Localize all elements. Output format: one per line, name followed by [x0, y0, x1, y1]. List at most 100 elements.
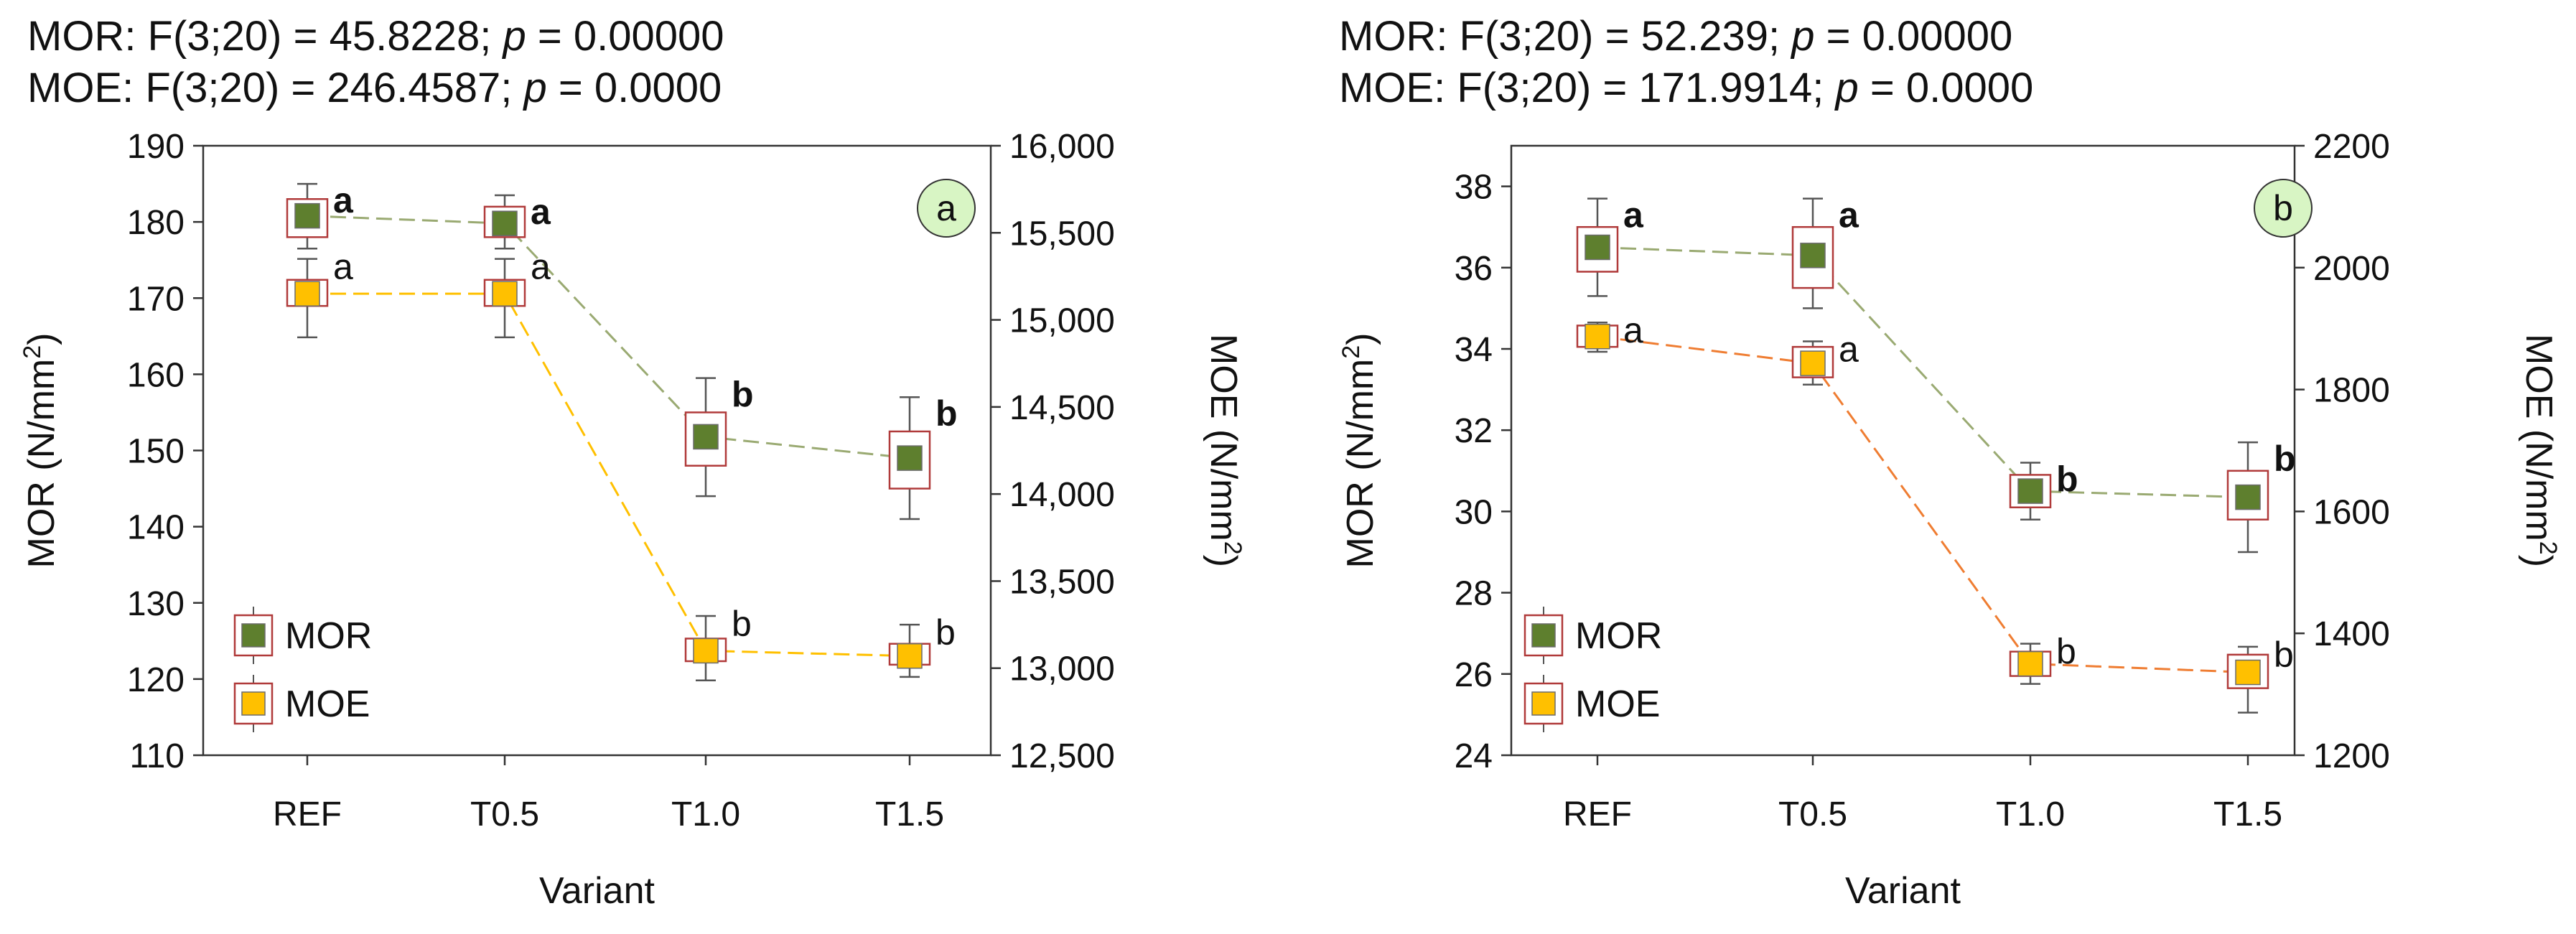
- y-right-tick-label: 1600: [2313, 493, 2390, 531]
- series-mor: a a b b: [1576, 195, 2296, 554]
- significance-letter: b: [2056, 459, 2078, 499]
- x-tick-label: T1.0: [671, 795, 740, 833]
- significance-letter: a: [531, 192, 551, 232]
- x-axis-title: Variant: [539, 870, 655, 912]
- x-tick-label: T1.5: [875, 795, 944, 833]
- x-tick-label: REF: [1563, 795, 1632, 833]
- series-line: [307, 215, 910, 459]
- legend-label: MOR: [1575, 615, 1662, 657]
- legend-box: [1523, 614, 1564, 657]
- y-left-tick-label: 32: [1455, 412, 1493, 450]
- y-right-tick-label: 1200: [2313, 737, 2390, 775]
- legend-marker: [1531, 623, 1556, 648]
- iqr-box: [888, 430, 931, 490]
- y-right-tick-label: 2000: [2313, 250, 2390, 288]
- y-left-tick-label: 120: [127, 661, 185, 699]
- y-right-tick-label: 13,000: [1009, 650, 1115, 688]
- y-right-tick-label: 15,000: [1009, 302, 1115, 340]
- data-point-marker: [1585, 323, 1610, 350]
- series-moe: a a b b: [286, 247, 956, 681]
- data-point-marker: [294, 202, 320, 229]
- y-right-tick-label: 12,500: [1009, 737, 1115, 775]
- x-tick-label: T1.0: [1996, 795, 2065, 833]
- y-left-axis-title: MOR (N/mm2): [19, 333, 62, 569]
- legend-item-mor: MOR: [233, 607, 372, 664]
- series-line: [1597, 335, 2249, 674]
- y-right-tick-label: 2200: [2313, 128, 2390, 166]
- series-line: [307, 292, 910, 658]
- panel-badge-label: b: [2273, 188, 2293, 228]
- x-tick-label: T0.5: [1778, 795, 1847, 833]
- y-left-tick-label: 38: [1455, 169, 1493, 207]
- significance-letter: b: [935, 393, 958, 434]
- chart-panel-b: MOR: F(3;20) = 52.239; p = 0.00000 MOE: F…: [1338, 13, 2562, 912]
- significance-letter: b: [2274, 439, 2296, 479]
- x-tick-label: T0.5: [470, 795, 539, 833]
- data-point-marker: [897, 445, 923, 471]
- legend-item-moe: MOE: [1523, 675, 1660, 732]
- significance-letter: b: [732, 604, 752, 644]
- stats-mor-line: MOR: F(3;20) = 52.239; p = 0.00000: [1339, 13, 2012, 60]
- data-point-marker: [2235, 659, 2261, 686]
- y-right-tick-label: 15,500: [1009, 215, 1115, 253]
- x-axis-title: Variant: [1845, 870, 1961, 912]
- data-point-marker: [897, 643, 923, 669]
- panel-badge: [917, 179, 976, 238]
- significance-letter: a: [531, 247, 551, 287]
- y-right-tick-label: 16,000: [1009, 128, 1115, 166]
- significance-letter: a: [1839, 195, 1859, 235]
- y-left-tick-label: 30: [1455, 493, 1493, 531]
- y-left-tick-label: 36: [1455, 250, 1493, 288]
- significance-letter: a: [333, 247, 353, 287]
- significance-letter: a: [333, 180, 354, 220]
- y-left-tick-label: 110: [129, 737, 185, 775]
- significance-letter: a: [1839, 330, 1859, 370]
- y-left-tick-label: 140: [127, 509, 185, 547]
- panel-badge: [2254, 179, 2313, 238]
- significance-letter: a: [1623, 310, 1643, 350]
- y-right-axis-title: MOE (N/mm2): [1203, 334, 1246, 567]
- y-left-tick-label: 180: [127, 204, 185, 242]
- data-point-marker: [492, 210, 518, 236]
- y-left-tick-label: 150: [127, 433, 185, 471]
- data-point-marker: [294, 281, 320, 307]
- series-line: [1597, 246, 2249, 499]
- legend-label: MOE: [1575, 683, 1660, 725]
- y-left-tick-label: 130: [127, 585, 185, 623]
- legend-label: MOR: [285, 615, 372, 657]
- x-tick-label: REF: [273, 795, 342, 833]
- y-right-tick-label: 14,500: [1009, 389, 1115, 427]
- y-left-tick-label: 26: [1455, 656, 1493, 694]
- significance-letter: b: [935, 612, 956, 653]
- data-point-marker: [2017, 650, 2043, 677]
- y-right-tick-label: 14,000: [1009, 476, 1115, 514]
- significance-letter: b: [732, 375, 754, 415]
- plot-frame: [1510, 144, 2296, 757]
- y-right-tick-label: 13,500: [1009, 563, 1115, 601]
- legend-label: MOE: [285, 683, 370, 725]
- data-point-marker: [492, 281, 518, 307]
- y-left-tick-label: 190: [127, 128, 185, 166]
- y-right-tick-label: 1400: [2313, 615, 2390, 653]
- legend-marker: [241, 623, 266, 648]
- data-point-marker: [1800, 350, 1826, 376]
- data-point-marker: [693, 638, 719, 664]
- legend-marker: [241, 691, 266, 716]
- y-right-axis-title: MOE (N/mm2): [2518, 334, 2562, 567]
- stats-mor-line: MOR: F(3;20) = 45.8228; p = 0.00000: [27, 13, 724, 60]
- significance-letter: b: [2056, 632, 2076, 672]
- data-point-marker: [2235, 484, 2261, 510]
- y-left-tick-label: 170: [127, 280, 185, 318]
- y-right-tick-label: 1800: [2313, 372, 2390, 410]
- y-left-tick-label: 24: [1455, 737, 1493, 775]
- y-left-tick-label: 160: [127, 356, 185, 394]
- y-left-axis-title: MOR (N/mm2): [1338, 333, 1381, 569]
- significance-letter: b: [2274, 635, 2294, 675]
- data-point-marker: [1800, 243, 1826, 268]
- legend-item-mor: MOR: [1523, 607, 1662, 664]
- panel-badge-label: a: [936, 188, 956, 228]
- data-point-marker: [2017, 478, 2043, 504]
- legend-marker: [1531, 691, 1556, 716]
- legend-box: [233, 682, 274, 725]
